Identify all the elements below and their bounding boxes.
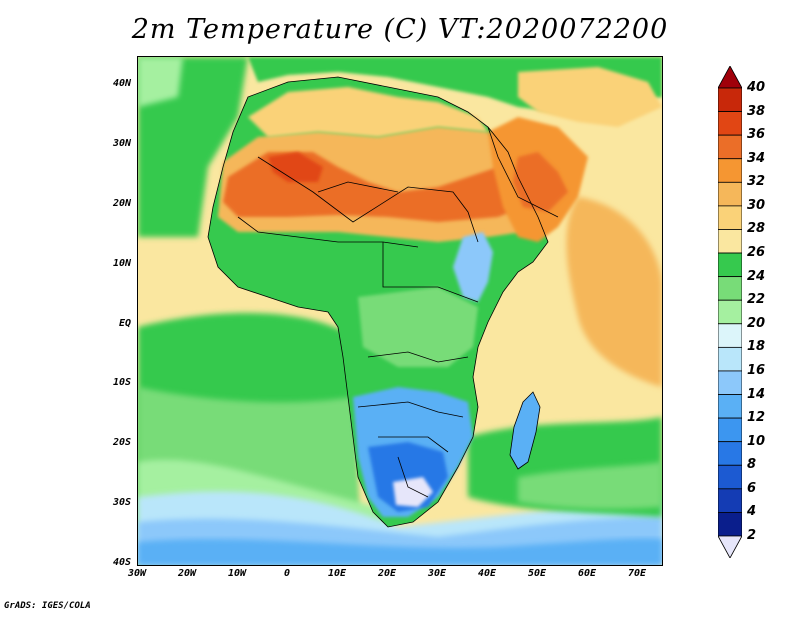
colorbar — [718, 66, 742, 558]
x-tick-label: 30W — [127, 568, 147, 579]
colorbar-level-label: 34 — [747, 150, 766, 166]
colorbar-segment — [718, 370, 742, 395]
y-tick-label: EQ — [118, 317, 131, 329]
colorbar-segment — [718, 299, 742, 325]
colorbar-level-label: 40 — [747, 80, 766, 95]
highveld-cold — [393, 477, 433, 507]
y-tick-label: 20S — [112, 437, 131, 449]
x-tick-label: 10E — [327, 568, 347, 579]
x-tick-label: 10W — [227, 568, 247, 579]
chart-title: 2m Temperature (C) VT:2020072200 — [131, 14, 669, 45]
x-tick-label: 20W — [177, 568, 197, 579]
colorbar-segment — [718, 441, 742, 466]
colorbar-level-label: 26 — [747, 245, 766, 261]
x-tick-label: 20E — [377, 568, 397, 579]
y-tick-label: 30S — [112, 497, 131, 509]
north-africa-coast — [248, 87, 488, 137]
y-tick-label: 40N — [112, 78, 131, 89]
colorbar-segment — [718, 488, 742, 513]
temperature-map — [137, 56, 663, 566]
map-canvas — [138, 57, 662, 565]
colorbar-segment — [718, 464, 742, 490]
indian-ocean-warm — [566, 197, 662, 387]
south-indian-mid — [518, 462, 662, 510]
central-asia-yellow — [518, 67, 662, 127]
colorbar-segment — [718, 134, 742, 160]
colorbar-level-label: 4 — [747, 504, 757, 520]
north-atlantic-light — [138, 57, 183, 107]
colorbar-over-triangle — [718, 66, 742, 89]
colorbar-level-label: 12 — [747, 410, 766, 426]
x-tick-label: 50E — [527, 568, 547, 579]
colorbar-segment — [718, 158, 742, 183]
colorbar-level-label: 22 — [747, 292, 766, 308]
central-africa-light — [358, 287, 478, 367]
x-tick-label: 0 — [283, 568, 291, 579]
southern-ocean-deep — [138, 538, 662, 565]
north-atlantic-cool — [138, 57, 248, 237]
colorbar-segment — [718, 111, 742, 136]
y-tick-label: 30N — [112, 137, 131, 149]
colorbar-level-label: 6 — [747, 480, 757, 496]
colorbar-level-label: 10 — [747, 433, 766, 449]
x-tick-label: 60E — [577, 568, 597, 579]
colorbar-segment — [718, 181, 742, 207]
x-tick-label: 40E — [477, 568, 497, 579]
colorbar-level-label: 28 — [747, 221, 766, 237]
sahara-hottest — [268, 152, 323, 182]
colorbar-level-label: 24 — [747, 268, 766, 284]
colorbar-segment — [718, 276, 742, 301]
colorbar-level-label: 16 — [747, 362, 766, 378]
madagascar — [510, 392, 540, 469]
colorbar-segment — [718, 229, 742, 254]
colorbar-level-label: 8 — [747, 457, 757, 473]
colorbar-under-triangle — [718, 535, 742, 558]
y-tick-label: 40S — [112, 557, 131, 568]
colorbar-segment — [718, 323, 742, 348]
colorbar-segment — [718, 512, 742, 537]
colorbar-level-label: 38 — [747, 103, 766, 119]
y-tick-label: 10N — [112, 257, 131, 269]
x-tick-label: 70E — [627, 568, 647, 579]
colorbar-segment — [718, 87, 742, 112]
credit-label: GrADS: IGES/COLA — [4, 601, 91, 611]
colorbar-segment — [718, 417, 742, 443]
colorbar-level-label: 36 — [747, 127, 766, 143]
colorbar-segment — [718, 252, 742, 278]
colorbar-level-label: 32 — [747, 174, 766, 190]
east-africa-cool — [453, 232, 493, 302]
y-tick-label: 20N — [112, 197, 131, 209]
colorbar-level-label: 30 — [747, 197, 766, 213]
y-tick-label: 10S — [112, 377, 131, 389]
colorbar-level-label: 20 — [747, 315, 766, 331]
colorbar-level-label: 2 — [747, 528, 757, 543]
colorbar-level-label: 18 — [747, 339, 766, 355]
colorbar-segment — [718, 346, 742, 372]
colorbar-segment — [718, 205, 742, 230]
madagascar-outline — [509, 391, 541, 470]
arabia-hotter — [513, 152, 568, 212]
country-borders — [207, 76, 559, 528]
x-tick-label: 30E — [427, 568, 447, 579]
colorbar-segment — [718, 394, 742, 419]
colorbar-level-label: 14 — [747, 386, 766, 402]
